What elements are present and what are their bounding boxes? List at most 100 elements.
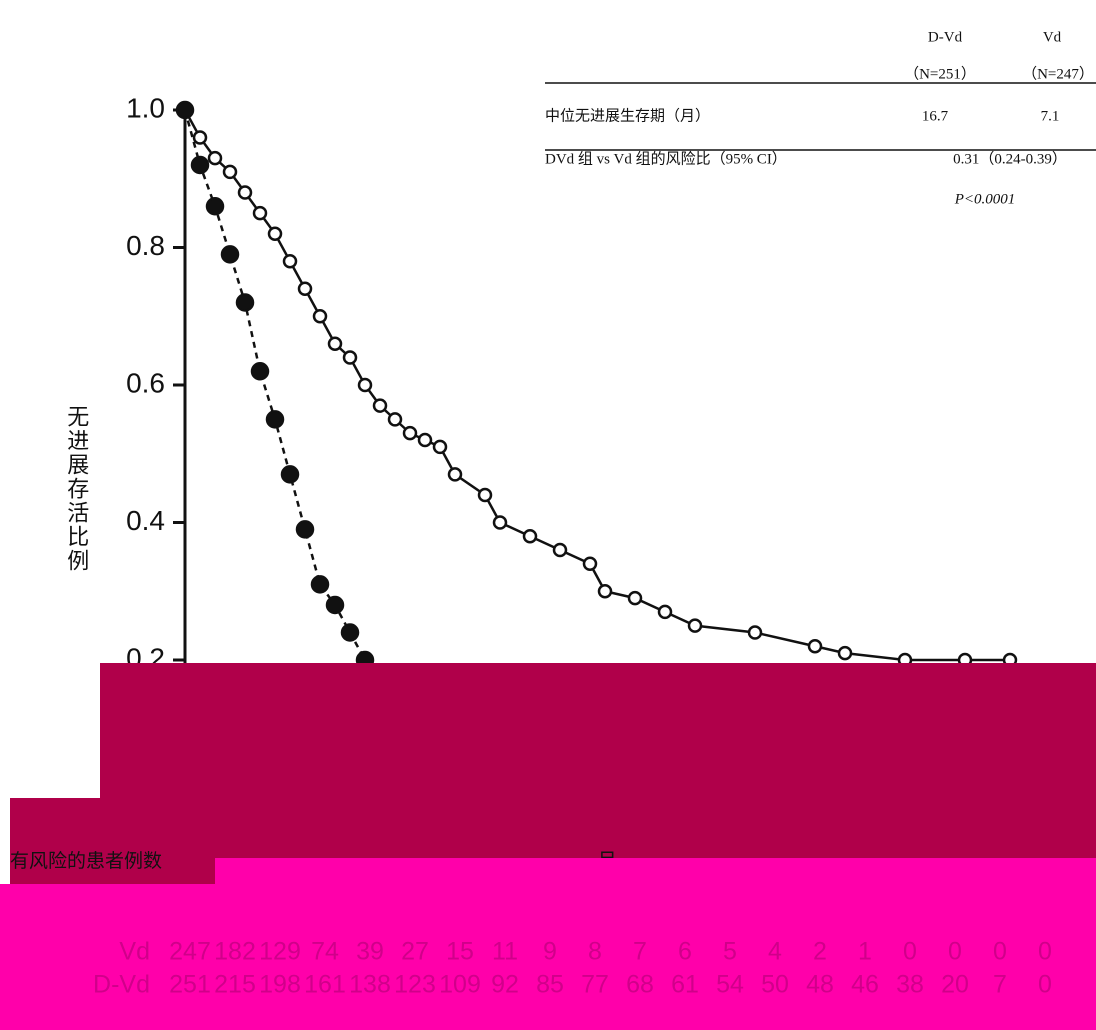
column-n: （N=251） xyxy=(904,65,976,82)
censor-marker xyxy=(522,529,538,544)
risk-count: 0 xyxy=(903,938,917,966)
risk-count: 138 xyxy=(349,971,391,999)
risk-count: 20 xyxy=(941,971,969,999)
risk-count: 6 xyxy=(678,938,692,966)
risk-count: 0 xyxy=(1038,971,1052,999)
censor-marker xyxy=(220,245,240,264)
censor-marker xyxy=(267,226,283,241)
risk-count: 0 xyxy=(993,938,1007,966)
redaction xyxy=(10,798,100,888)
row-label: 中位无进展生存期（月） xyxy=(545,107,710,124)
censor-marker xyxy=(340,623,360,642)
censor-marker xyxy=(175,100,195,120)
risk-title: 有风险的患者例数 xyxy=(10,850,162,872)
y-tick-label: 1.0 xyxy=(126,92,165,123)
risk-count: 77 xyxy=(581,971,609,999)
risk-count: 215 xyxy=(214,971,256,999)
cell: 7.1 xyxy=(1041,108,1060,124)
redaction xyxy=(100,663,1096,888)
risk-count: 11 xyxy=(492,938,518,966)
censor-marker xyxy=(205,197,225,216)
censor-marker xyxy=(325,595,345,615)
censor-marker xyxy=(372,398,388,413)
y-tick-label: 0.4 xyxy=(126,505,165,536)
risk-count: 54 xyxy=(716,971,744,999)
risk-count: 0 xyxy=(948,938,962,966)
censor-marker xyxy=(237,185,253,200)
censor-marker xyxy=(342,350,358,365)
censor-marker xyxy=(417,432,433,448)
risk-count: 85 xyxy=(536,971,564,999)
censor-marker xyxy=(552,542,568,558)
censor-marker xyxy=(387,412,403,427)
p-value: P<0.0001 xyxy=(954,191,1016,207)
censor-marker xyxy=(582,556,598,571)
risk-count: 5 xyxy=(723,938,737,966)
risk-count: 27 xyxy=(401,938,429,966)
risk-count: 4 xyxy=(768,938,782,966)
censor-marker xyxy=(477,487,493,503)
risk-count: 251 xyxy=(169,971,211,999)
censor-marker xyxy=(327,336,343,351)
risk-count: 50 xyxy=(761,971,789,999)
column-header: D-Vd xyxy=(928,29,963,45)
censor-marker xyxy=(402,425,418,441)
y-label: 无进展存活比例 xyxy=(64,405,89,573)
risk-row-name: Vd xyxy=(119,938,150,966)
censor-marker xyxy=(280,465,300,484)
risk-count: 7 xyxy=(993,971,1007,999)
censor-marker xyxy=(297,281,313,296)
risk-count: 74 xyxy=(311,938,339,966)
censor-marker xyxy=(295,520,315,539)
censor-marker xyxy=(312,309,328,324)
risk-count: 48 xyxy=(806,971,834,999)
risk-count: 39 xyxy=(356,938,384,966)
censor-marker xyxy=(657,604,673,620)
risk-count: 2 xyxy=(813,938,827,966)
censor-marker xyxy=(687,618,703,633)
risk-count: 0 xyxy=(1038,938,1052,966)
censor-marker xyxy=(207,150,223,166)
censor-marker xyxy=(492,515,508,530)
censor-marker xyxy=(282,254,298,269)
y-tick-label: 0.6 xyxy=(126,367,165,398)
risk-count: 247 xyxy=(169,938,211,966)
censor-marker xyxy=(265,410,285,429)
risk-count: 61 xyxy=(671,971,699,999)
censor-marker xyxy=(252,205,268,221)
row-label: DVd 组 vs Vd 组的风险比（95% CI） xyxy=(545,150,787,167)
censor-marker xyxy=(310,575,330,594)
censor-marker xyxy=(837,645,853,661)
risk-count: 161 xyxy=(304,971,346,999)
censor-marker xyxy=(597,584,613,599)
risk-count: 7 xyxy=(633,938,647,966)
column-n: （N=247） xyxy=(1022,65,1094,82)
risk-count: 8 xyxy=(588,938,602,966)
risk-count: 9 xyxy=(543,938,557,966)
risk-count: 129 xyxy=(259,938,301,966)
risk-count: 123 xyxy=(394,971,436,999)
risk-count: 15 xyxy=(446,938,474,966)
y-label-text: 无进展存活比例 xyxy=(64,405,89,573)
risk-row-name: D-Vd xyxy=(93,971,150,999)
redaction xyxy=(215,858,1096,888)
cell: 16.7 xyxy=(922,108,949,124)
y-tick-label: 0.8 xyxy=(126,230,165,261)
censor-marker xyxy=(250,362,270,381)
censor-marker xyxy=(190,155,210,175)
censor-marker xyxy=(357,377,373,393)
risk-count: 1 xyxy=(858,938,872,966)
censor-marker xyxy=(807,639,823,654)
km-curve xyxy=(183,109,1010,662)
cell: 0.31（0.24-0.39） xyxy=(953,150,1067,167)
risk-count: 109 xyxy=(439,971,481,999)
risk-count: 182 xyxy=(214,938,256,966)
censor-marker xyxy=(432,439,448,455)
censor-marker xyxy=(222,164,238,180)
risk-count: 198 xyxy=(259,971,301,999)
censor-marker xyxy=(235,293,255,312)
censor-marker xyxy=(627,590,643,606)
censor-marker xyxy=(192,130,208,145)
censor-marker xyxy=(747,625,763,640)
